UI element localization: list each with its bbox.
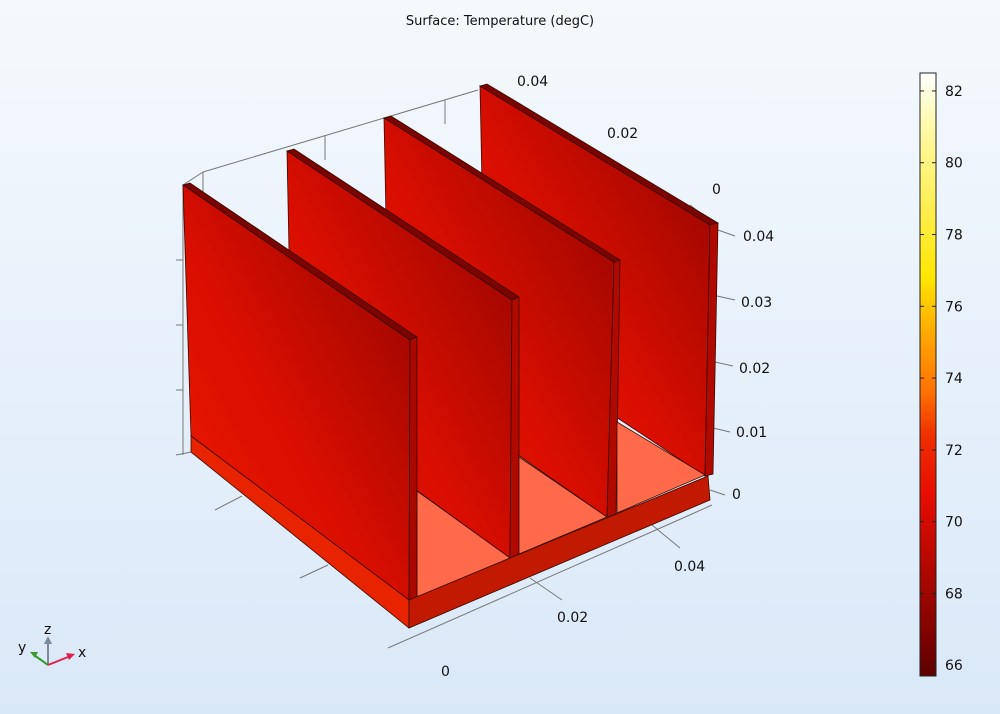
tick-label: 0	[441, 664, 450, 680]
tick-label: 0.04	[743, 229, 774, 245]
tick-label: 0.02	[607, 126, 638, 142]
tick-label: 0.04	[517, 74, 548, 90]
y-axis-labels: 0.04 0.02 0	[517, 74, 721, 198]
tick-label: 0.03	[741, 295, 772, 311]
z-axis-labels: 0.04 0.03 0.02 0.01 0	[732, 229, 774, 503]
tick-label: 0.04	[674, 559, 705, 575]
base-top[interactable]	[416, 421, 706, 598]
triad-z-label: z	[44, 622, 51, 638]
colorbar-tick-label: 68	[945, 586, 963, 602]
tick-label: 0.02	[739, 361, 770, 377]
colorbar-tick-label: 82	[945, 84, 963, 100]
axis-triad: z y x	[18, 622, 86, 666]
colorbar-tick-label: 76	[945, 299, 963, 315]
tick-label: 0	[712, 182, 721, 198]
colorbar-tick-label: 80	[945, 156, 963, 172]
x-axis-labels: 0 0.02 0.04	[441, 559, 705, 680]
tick-label: 0.02	[557, 610, 588, 626]
triad-x-label: x	[78, 645, 86, 661]
colorbar-tick-label: 74	[945, 371, 963, 387]
colorbar: 82 80 78 76 74 72 70 68 66	[919, 72, 963, 677]
z-arrow-icon	[44, 636, 52, 644]
x-arrow-icon	[66, 653, 75, 660]
colorbar-tick-label: 72	[945, 443, 963, 459]
tick-label: 0	[732, 487, 741, 503]
tick-label: 0.01	[736, 425, 767, 441]
base-plate[interactable]	[190, 435, 711, 629]
colorbar-tick-label: 70	[945, 515, 963, 531]
colorbar-tick-label: 66	[945, 658, 963, 674]
colorbar-tick-label: 78	[945, 228, 963, 244]
plot-title: Surface: Temperature (degC)	[405, 14, 595, 29]
triad-y-label: y	[18, 640, 26, 656]
y-arrow-icon	[30, 652, 38, 658]
